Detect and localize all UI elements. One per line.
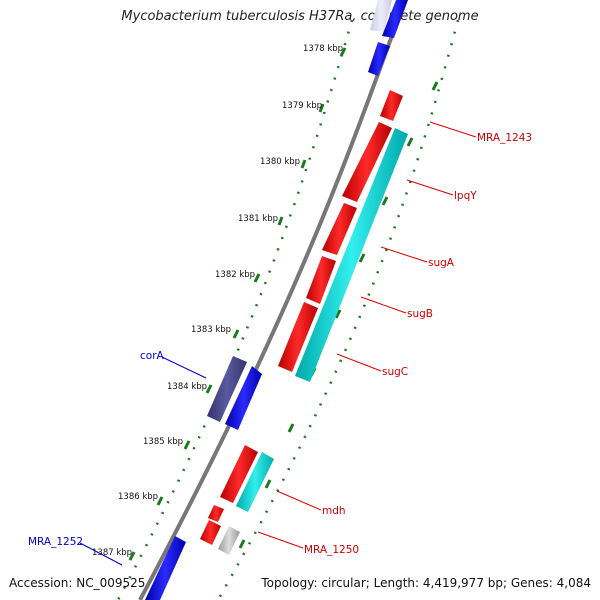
leader-sugb (360, 296, 407, 314)
gene-label-mra1243[interactable]: MRA_1243 (477, 132, 532, 144)
gene-arrow-sugc[interactable] (278, 302, 318, 372)
genome-summary-text: Topology: circular; Length: 4,419,977 bp… (261, 576, 591, 590)
gene-label-mdh[interactable]: mdh (322, 505, 346, 517)
gene-label-sugc[interactable]: sugC (382, 366, 408, 378)
tick-label-1385: 1385 kbp (143, 437, 183, 447)
gene-arrow-sugb[interactable] (306, 256, 336, 304)
gene-label-suga[interactable]: sugA (428, 257, 455, 269)
gene-arrow-lpqy[interactable] (342, 122, 392, 202)
accession-text: Accession: NC_009525 (9, 576, 146, 590)
leader-suga (380, 246, 428, 263)
leader-cora (161, 356, 207, 379)
feature-cyan-1[interactable] (295, 128, 408, 382)
gene-arrow-suga[interactable] (322, 203, 357, 255)
leader-lpqy (406, 179, 454, 196)
genome-backbone (138, 0, 407, 600)
left-tick-track (116, 19, 354, 600)
tick-label-1380: 1380 kbp (260, 157, 300, 167)
gene-arrow-mra1250[interactable] (200, 520, 221, 545)
feature-cyan-mdh[interactable] (236, 452, 274, 512)
tick-label-1383: 1383 kbp (191, 325, 231, 335)
gene-arrow-top-pale[interactable] (370, 0, 392, 32)
forward-strand-features (145, 0, 408, 600)
leader-mdh (276, 490, 322, 511)
right-tick-track (216, 19, 460, 600)
tick-label-1387: 1387 kbp (92, 548, 132, 558)
gene-arrow-cora[interactable] (207, 356, 247, 422)
tick-label-1381: 1381 kbp (238, 214, 278, 224)
feature-grey-1387[interactable] (218, 526, 240, 555)
gene-arrow-mra1243[interactable] (380, 90, 403, 121)
gene-arrow-mra1252[interactable] (145, 536, 186, 600)
gene-arrow-top-blue[interactable] (382, 0, 408, 38)
gene-arrow-red-1385[interactable] (220, 445, 258, 503)
leader-mra1250 (257, 531, 304, 549)
tick-label-1379: 1379 kbp (282, 101, 322, 111)
leader-mra1252 (79, 542, 123, 566)
leader-mra1243 (429, 121, 477, 138)
left-major-ticks (128, 47, 347, 561)
reverse-strand-features (200, 90, 408, 555)
gene-arrow-red-small-a[interactable] (208, 505, 224, 522)
gene-label-lpqy[interactable]: lpqY (454, 190, 477, 202)
leader-sugc (336, 353, 382, 372)
tick-label-1378: 1378 kbp (303, 44, 343, 54)
tick-label-1384: 1384 kbp (167, 382, 207, 392)
tick-label-1382: 1382 kbp (215, 270, 255, 280)
gene-label-mra1252[interactable]: MRA_1252 (28, 536, 83, 548)
gene-arrow-blue-1377[interactable] (368, 42, 390, 76)
gene-label-sugb[interactable]: sugB (407, 308, 433, 320)
gene-arrow-blue-1384[interactable] (225, 366, 262, 430)
gene-label-mra1250[interactable]: MRA_1250 (304, 544, 359, 556)
tick-label-1386: 1386 kbp (118, 492, 158, 502)
gene-label-cora[interactable]: corA (140, 350, 165, 362)
